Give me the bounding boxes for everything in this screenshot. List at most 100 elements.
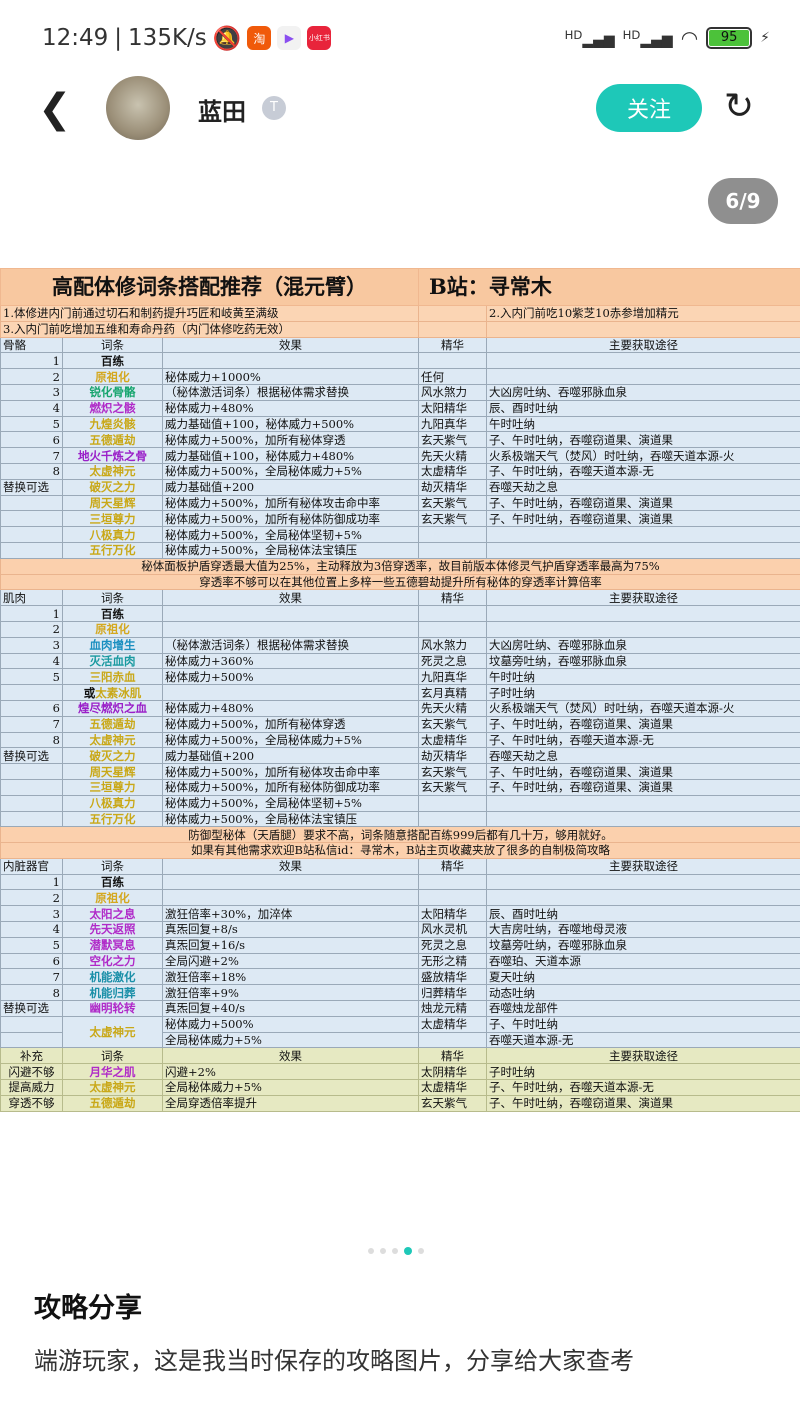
table-row: 提高威力 太虚神元 全局秘体威力+5% 太虚精华 子、午时吐纳，吞噬天道本源-无: [0, 1079, 800, 1096]
note-text: 穿透率不够可以在其他位置上多梓一些五德碧劫提升所有秘体的穿透率计算倍率: [0, 573, 800, 591]
essence-cell: 玄天紫气: [418, 715, 488, 733]
table-author: B站：寻常木: [418, 268, 800, 306]
effect-cell: 威力基础值+200: [161, 478, 420, 496]
word-cell: 原祖化: [62, 889, 163, 907]
essence-cell: [418, 794, 488, 812]
table-row: 五行万化 秘体威力+500%，全局秘体法宝镇压: [0, 810, 800, 828]
table-row: 7 五德遁劫 秘体威力+500%，加所有秘体穿透 玄天紫气 子、午时吐纳，吞噬窃道果、演…: [0, 715, 800, 733]
effect-cell: [161, 873, 420, 891]
effect-cell: 秘体威力+360%: [161, 652, 420, 670]
guide-image-table[interactable]: 高配体修词条搭配推荐（混元臂） B站：寻常木 1.体修进内门前通过切石和制药提升巧匠…: [0, 268, 800, 1112]
source-cell: 子、午时吐纳，吞噬窃道果、演道果: [486, 510, 800, 528]
taobao-app-icon: 淘: [247, 26, 272, 50]
essence-cell: 精华: [418, 857, 488, 875]
essence-cell: [418, 889, 488, 907]
word-cell: 原祖化: [62, 368, 163, 385]
source-cell: [486, 620, 800, 638]
effect-cell: 激狂倍率+9%: [161, 984, 420, 1002]
slot-cell: 4: [0, 652, 63, 670]
dot[interactable]: [368, 1248, 374, 1254]
table-header-row: 骨骼 词条 效果 精华 主要获取途径: [0, 336, 800, 354]
effect-cell: 秘体威力+500%，全局秘体坚韧+5%: [161, 526, 420, 543]
essence-cell: 太阳精华: [418, 905, 488, 923]
source-cell: 大凶房吐纳、吞噬邪脉血泉: [486, 636, 800, 654]
effect-cell: 真炁回复+8/s: [161, 921, 420, 938]
source-cell: [486, 889, 800, 907]
dot[interactable]: [380, 1248, 386, 1254]
follow-button[interactable]: 关注: [596, 84, 702, 132]
back-icon[interactable]: ❮: [38, 86, 72, 132]
essence-cell: 任何: [418, 368, 488, 385]
source-cell: 子、午时吐纳，吞噬天道本源-无: [486, 462, 800, 480]
source-cell: 子时吐纳: [486, 684, 800, 701]
note-text: 如果有其他需求欢迎B站私信id：寻常木，B站主页收藏夹放了很多的自制极简攻略: [0, 842, 800, 859]
charging-icon: ⚡: [760, 30, 770, 46]
slot-cell: 5: [0, 936, 63, 954]
carousel-dots: [368, 1247, 424, 1255]
wifi-icon: ◠: [680, 26, 699, 50]
clock: 12:49: [42, 25, 109, 51]
source-cell: 大凶房吐纳、吞噬邪脉血泉: [486, 383, 800, 401]
table-header-row: 肌肉 词条 效果 精华 主要获取途径: [0, 589, 800, 607]
essence-cell: 九阳真华: [418, 415, 488, 433]
word-cell: 三垣尊力: [62, 778, 163, 796]
essence-cell: [418, 1031, 488, 1049]
slot-cell: 2: [0, 620, 63, 638]
slot-cell: 6: [0, 431, 63, 449]
network-speed: 135K/s: [128, 25, 207, 51]
source-cell: [486, 368, 800, 385]
share-icon[interactable]: ↻: [724, 86, 755, 127]
word-cell: 先天返照: [62, 921, 163, 938]
essence-cell: 太虚精华: [418, 1079, 488, 1096]
slot-cell: 5: [0, 415, 63, 433]
word-cell: 五德遁劫: [62, 431, 163, 449]
slot-cell: [0, 763, 63, 780]
essence-cell: 太阳精华: [418, 399, 488, 417]
word-cell: 潜默冥息: [62, 936, 163, 954]
username[interactable]: 蓝田: [198, 98, 246, 126]
word-cell: 太虚神元: [62, 731, 163, 749]
dot[interactable]: [392, 1248, 398, 1254]
word-cell: 燃炽之骸: [62, 399, 163, 417]
word-cell: 太虚神元: [62, 1015, 163, 1049]
source-cell: 吞噬天道本源-无: [486, 1031, 800, 1049]
source-cell: 子、午时吐纳，吞噬天道本源-无: [486, 731, 800, 749]
word-cell: 原祖化: [62, 620, 163, 638]
slot-cell: 8: [0, 984, 63, 1002]
effect-cell: 秘体威力+500%: [161, 668, 420, 686]
note-text: 1.体修进内门前通过切石和制药提升巧匠和岐黄至满级: [0, 305, 420, 322]
essence-cell: [418, 873, 488, 891]
word-cell: 太阳之息: [62, 905, 163, 923]
effect-cell: 全局穿透倍率提升: [161, 1094, 420, 1112]
slot-cell: 3: [0, 636, 63, 654]
table-row: 1 百练: [0, 352, 800, 370]
effect-cell: 真炁回复+40/s: [161, 1000, 420, 1017]
source-cell: 子、午时吐纳，吞噬窃道果、演道果: [486, 431, 800, 449]
table-row: 2 原祖化: [0, 889, 800, 907]
slot-cell: 补充: [0, 1047, 63, 1065]
table-row: 三垣尊力 秘体威力+500%，加所有秘体防御成功率 玄天紫气 子、午时吐纳，吞噬窃道果…: [0, 778, 800, 796]
effect-cell: 激狂倍率+18%: [161, 968, 420, 986]
source-cell: 主要获取途径: [486, 589, 800, 607]
dot[interactable]: [418, 1248, 424, 1254]
post-header: ❮ 蓝田 T 关注 ↻: [0, 72, 800, 144]
dot-active[interactable]: [404, 1247, 412, 1255]
table-row: 5 潜默冥息 真炁回复+16/s 死灵之息 坟墓旁吐纳，吞噬邪脉血泉: [0, 936, 800, 954]
table-title-row: 高配体修词条搭配推荐（混元臂） B站：寻常木: [0, 268, 800, 306]
effect-cell: 秘体威力+500%，全局秘体威力+5%: [161, 462, 420, 480]
effect-cell: 秘体威力+1000%: [161, 368, 420, 385]
word-cell: 词条: [62, 857, 163, 875]
essence-cell: 无形之精: [418, 952, 488, 970]
note-row: 穿透率不够可以在其他位置上多梓一些五德碧劫提升所有秘体的穿透率计算倍率: [0, 573, 800, 591]
word-cell: 五德遁劫: [62, 1094, 163, 1112]
effect-cell: 秘体威力+500%，全局秘体法宝镇压: [161, 541, 420, 559]
effect-cell: 秘体威力+500%，加所有秘体攻击命中率: [161, 494, 420, 512]
essence-cell: 玄天紫气: [418, 1094, 488, 1112]
word-cell: 锐化骨骼: [62, 383, 163, 401]
source-cell: [486, 526, 800, 543]
slot-cell: [0, 541, 63, 559]
note-text: [486, 320, 800, 338]
slot-cell: 替换可选: [0, 478, 63, 496]
avatar[interactable]: [106, 76, 170, 140]
source-cell: 主要获取途径: [486, 1047, 800, 1065]
